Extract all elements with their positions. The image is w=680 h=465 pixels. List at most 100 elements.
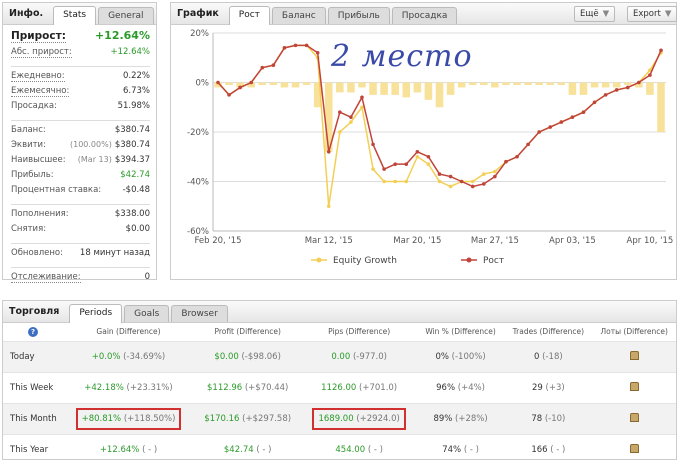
series-point (482, 172, 486, 176)
legend-marker (316, 257, 322, 263)
series-point (625, 85, 630, 90)
lots-icon[interactable] (629, 443, 639, 453)
bar (524, 82, 532, 85)
bar (225, 82, 233, 85)
daily-label[interactable]: Ежедневно: (11, 71, 65, 82)
monthly-value: 6.73% (122, 86, 150, 96)
profit-diff: ( - ) (256, 444, 272, 455)
bar (424, 82, 433, 100)
lots-icon[interactable] (629, 350, 639, 360)
series-point (393, 162, 397, 166)
series-point (614, 88, 619, 92)
growth-chart: 20% 0% -20% -40% -60%Feb 20, '15 Mar 12, '15 M… (187, 29, 674, 266)
more-dropdown[interactable]: Ещё ▼ (574, 6, 616, 22)
profit-diff: (+$70.44) (244, 382, 289, 393)
trades-cell: 29 (+3) (504, 371, 593, 403)
profit-cell: $42.74 ( - ) (193, 433, 302, 465)
series-point (537, 130, 541, 134)
equity-row: Эквити: (100.00%) $380.74 (11, 140, 150, 155)
series-point (238, 85, 242, 90)
bar (557, 82, 566, 85)
tab-drawdown[interactable]: Просадка (391, 7, 458, 24)
monthly-label[interactable]: Ежемесячно: (11, 86, 70, 97)
tab-growth[interactable]: Рост (228, 6, 270, 25)
period-name: This Month (3, 402, 63, 434)
gain-cell: +0.0% (-34.69%) (63, 340, 194, 372)
bar (247, 82, 256, 88)
withdrawals-row: Снятия: $0.00 (11, 224, 150, 239)
profit-row: Прибыль: $42.74 (11, 170, 150, 185)
info-panel: Инфо. Stats General Прирост: +12.64% Абс… (2, 2, 157, 283)
tab-profit[interactable]: Прибыль (327, 7, 390, 24)
win-cell: 96% (+4%) (416, 371, 505, 403)
export-dropdown-label: Export (633, 9, 661, 19)
deposits-label: Пополнения: (11, 209, 69, 219)
bar (590, 82, 599, 88)
tab-balance[interactable]: Баланс (271, 7, 326, 24)
bar (491, 82, 499, 88)
tab-browser[interactable]: Browser (171, 305, 228, 322)
info-header: Инфо. Stats General (3, 3, 156, 25)
gain-diff: (+118.50%) (123, 413, 176, 424)
col-pips: Pips (Difference) (301, 323, 417, 341)
trades-value: 29 (532, 382, 543, 393)
tab-goals[interactable]: Goals (124, 305, 170, 322)
export-dropdown[interactable]: Export ▼ (627, 6, 678, 22)
withdrawals-label: Снятия: (11, 224, 47, 234)
abs-gain-label[interactable]: Абс. прирост: (11, 47, 72, 58)
series-point (360, 95, 364, 100)
pips-cell: 0.00 (-977.0) (301, 340, 417, 372)
pips-value: 1689.00 (318, 413, 354, 424)
legend-marker (466, 257, 472, 263)
trades-diff: (-18) (542, 351, 563, 362)
gain-label[interactable]: Прирост: (11, 30, 66, 43)
deposits-row: Пополнения: $338.00 (11, 209, 150, 224)
table-row: This Week +42.18% (+23.31%) $112.96 (+$70.… (3, 371, 676, 403)
gain-diff: (-34.69%) (123, 351, 166, 362)
monthly-row: Ежемесячно: 6.73% (11, 86, 150, 101)
series-point (426, 162, 431, 166)
profit-cell: $170.16 (+$297.58) (193, 402, 302, 434)
profit-value: $112.96 (207, 382, 243, 393)
tracking-label[interactable]: Отслеживание: (11, 272, 81, 283)
withdrawals-value: $0.00 (125, 224, 150, 234)
help-icon[interactable]: ? (28, 326, 38, 337)
series-point (559, 120, 564, 124)
abs-gain-row: Абс. прирост: +12.64% (11, 47, 150, 62)
series-point (338, 130, 342, 134)
series-point (216, 80, 220, 85)
help-header: ? (3, 323, 63, 341)
tab-periods[interactable]: Periods (69, 304, 123, 323)
chevron-down-icon: ▼ (602, 9, 610, 19)
bar (568, 82, 577, 95)
series-point (360, 105, 364, 110)
tab-general[interactable]: General (98, 7, 154, 24)
balance-row: Баланс: $380.74 (11, 125, 150, 140)
chevron-down-icon: ▼ (664, 9, 672, 19)
highest-value: $394.37 (114, 155, 150, 165)
series-point (382, 179, 386, 184)
updated-label: Обновлено: (11, 248, 63, 258)
series-point (404, 162, 409, 166)
series-point (459, 179, 464, 184)
gain-row: Прирост: +12.64% (11, 29, 150, 47)
profit-value: $170.16 (204, 413, 240, 424)
tab-stats[interactable]: Stats (53, 6, 97, 25)
bar (446, 82, 455, 95)
abs-gain-value: +12.64% (110, 47, 150, 57)
lots-icon[interactable] (629, 381, 639, 391)
lots-cell (592, 340, 676, 372)
lots-icon[interactable] (629, 412, 639, 422)
series-point (415, 154, 420, 159)
x-tick-label: Mar 20, '15 (393, 236, 441, 246)
bar (601, 82, 610, 88)
series-point (470, 179, 475, 184)
series-point (482, 182, 486, 186)
overlay-annotation: 2 место (331, 39, 473, 74)
trade-header: Торговля Periods Goals Browser (3, 301, 676, 323)
y-tick-label: -60% (187, 227, 209, 237)
series-point (448, 184, 453, 189)
period-name: Today (3, 340, 63, 372)
pips-diff: (+701.0) (359, 382, 398, 393)
x-tick-label: Apr 10, '15 (627, 236, 674, 246)
